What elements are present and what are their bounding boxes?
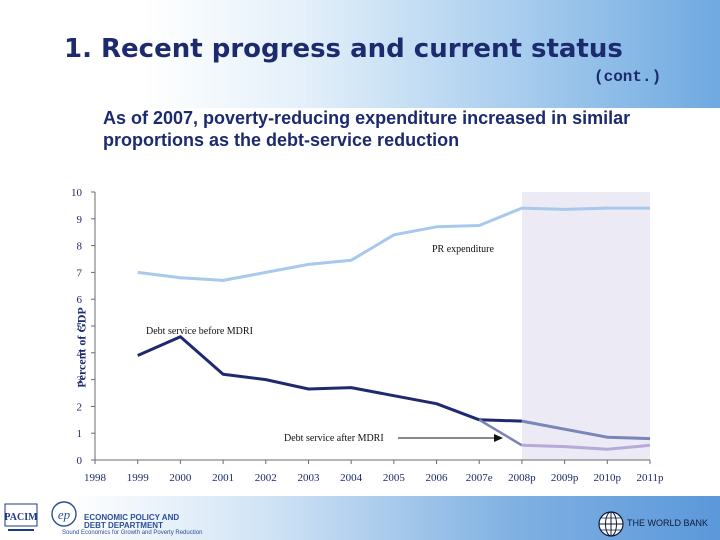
x-tick-label: 1999 xyxy=(127,472,150,484)
x-tick-label: 2010p xyxy=(594,472,622,484)
slide-title-continued: (cont.) xyxy=(594,68,662,86)
annotation-debt-before-mdri: Debt service before MDRI xyxy=(146,326,253,337)
svg-text:ep: ep xyxy=(58,507,71,522)
x-tick-label: 2011p xyxy=(636,472,664,484)
epdd-name-line1: ECONOMIC POLICY AND xyxy=(84,513,180,522)
x-tick-label: 2006 xyxy=(426,472,449,484)
slide-intro-text: As of 2007, poverty-reducing expenditure… xyxy=(103,108,631,150)
annotation-debt-after-mdri: Debt service after MDRI xyxy=(284,433,384,444)
y-tick-label: 0 xyxy=(77,455,83,467)
y-tick-label: 2 xyxy=(77,401,83,413)
epdd-logo-icon: ep xyxy=(51,501,77,527)
x-tick-label: 2008p xyxy=(508,472,536,484)
x-tick-label: 2001 xyxy=(212,472,234,484)
x-tick-label: 2007e xyxy=(466,472,493,484)
x-tick-label: 2002 xyxy=(255,472,277,484)
y-tick-label: 9 xyxy=(77,214,83,226)
series-line-debt-service-before-mdri-projected xyxy=(521,419,651,441)
y-tick-label: 3 xyxy=(77,375,83,387)
x-tick-label: 2000 xyxy=(169,472,192,484)
slide-title: 1. Recent progress and current status xyxy=(64,34,623,64)
y-tick-label: 10 xyxy=(71,187,83,199)
annotation-pr-expenditure: PR expenditure xyxy=(432,244,494,255)
y-tick-label: 8 xyxy=(77,241,83,253)
series-line-debt-service-after-mdri-projected xyxy=(521,443,651,451)
projection-shading xyxy=(521,192,650,460)
pacim-logo-text: PACIM xyxy=(4,512,38,523)
series-line-debt-service-after-mdri xyxy=(478,418,523,447)
header-band xyxy=(0,0,720,108)
x-tick-label: 2005 xyxy=(383,472,406,484)
x-tick-label: 1998 xyxy=(84,472,107,484)
y-tick-label: 7 xyxy=(77,267,83,279)
epdd-tagline: Sound Economics for Growth and Poverty R… xyxy=(62,530,203,536)
y-axis-title: Percent of GDP xyxy=(74,307,89,388)
x-tick-label: 2009p xyxy=(551,472,579,484)
x-tick-label: 2004 xyxy=(340,472,363,484)
world-bank-label: THE WORLD BANK xyxy=(627,518,709,528)
x-tick-label: 2003 xyxy=(297,472,320,484)
y-tick-label: 1 xyxy=(77,428,83,440)
series-line-pr-expenditure xyxy=(137,206,650,282)
epdd-name-line2: DEBT DEPARTMENT xyxy=(84,521,163,530)
y-tick-label: 5 xyxy=(77,321,83,333)
y-tick-label: 6 xyxy=(77,294,83,306)
series-line-debt-service-before-mdri xyxy=(137,335,522,423)
world-bank-globe-icon xyxy=(598,511,624,537)
pacim-logo-icon: PACIM xyxy=(4,503,38,531)
annotation-arrow-head xyxy=(494,434,503,442)
y-tick-label: 4 xyxy=(77,348,83,360)
